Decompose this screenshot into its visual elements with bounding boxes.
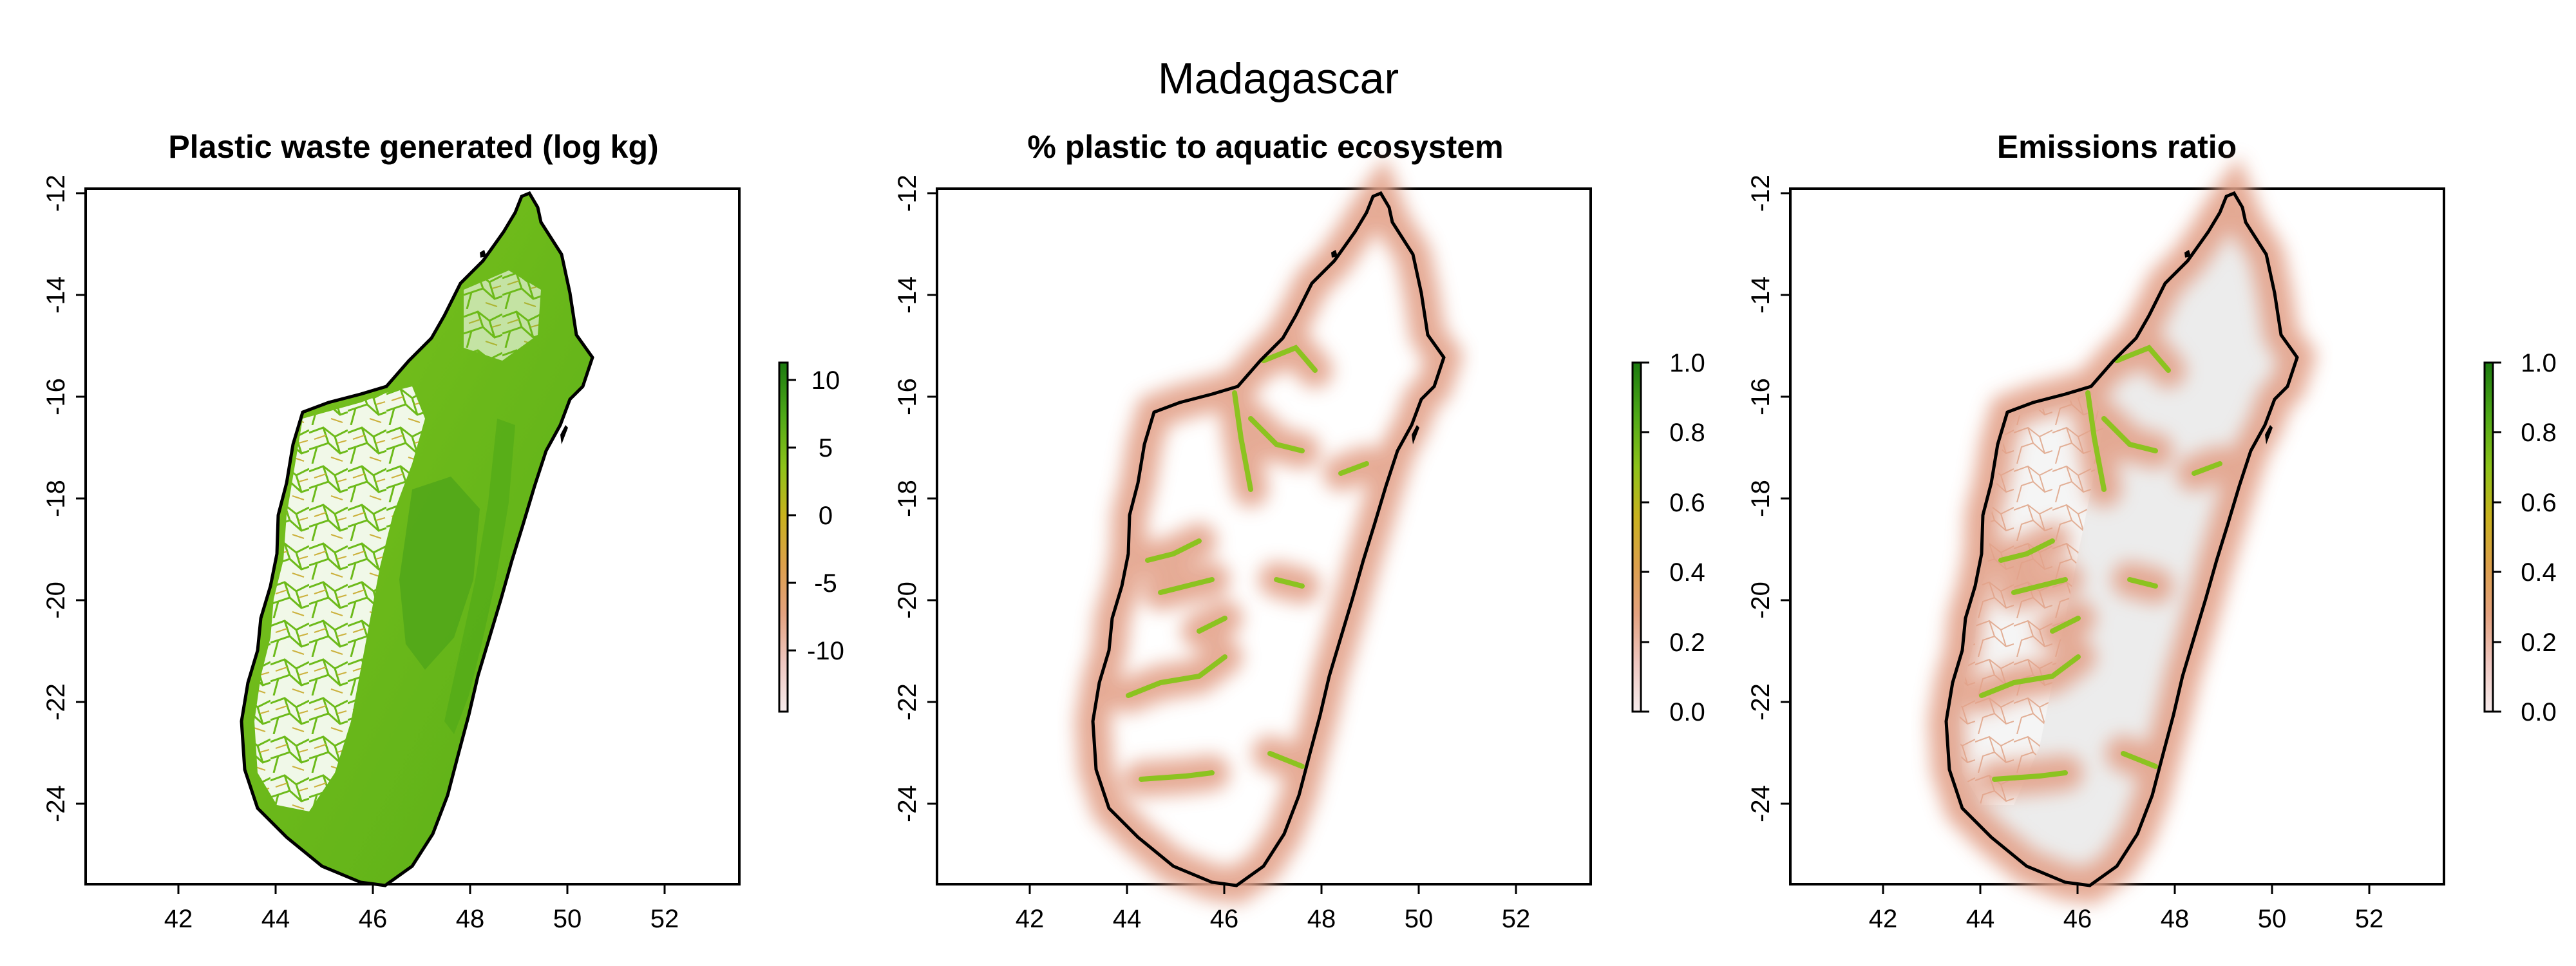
panel-2-y-tick: -24 [893, 785, 922, 822]
waste-east-band [444, 419, 515, 734]
panel-2-colorbar-tick: 1.0 [1669, 349, 1705, 377]
panel-3-y-axis: -12 -14 -16 -18 -20 -22 -24 [1747, 175, 1790, 822]
rivers [1979, 345, 2222, 782]
panel-2-colorbar-tick: 0.6 [1669, 489, 1705, 517]
panel-2-title: % plastic to aquatic ecosystem [1027, 129, 1503, 165]
panel-2-colorbar-ramp [1631, 361, 1642, 713]
panel-3-x-tick: 50 [2258, 905, 2287, 933]
waste-network-west [254, 386, 425, 811]
panel-2-x-tick: 44 [1113, 905, 1142, 933]
panel-1-y-tick: -12 [42, 175, 70, 212]
panel-1-x-tick: 44 [261, 905, 290, 933]
madagascar-landmass [1093, 193, 1444, 886]
panel-2-colorbar-tick: 0.0 [1669, 698, 1705, 726]
panel-1-colorbar: 10 5 0 -5 -10 [778, 361, 844, 713]
panel-1-colorbar-tick: -10 [807, 637, 844, 665]
panel-1-y-axis: -12 -14 -16 -18 -20 -22 -24 [42, 175, 86, 822]
panel-1-y-tick: -14 [42, 276, 70, 314]
panel-3-y-tick: -16 [1747, 378, 1775, 415]
panel-1-map [240, 191, 594, 887]
nosy-be-island [1331, 250, 1338, 258]
panel-1-x-tick: 52 [650, 905, 679, 933]
panel-3-title: Emissions ratio [1997, 129, 2237, 165]
sainte-marie-island [2265, 425, 2273, 444]
panel-1-colorbar-tick: 5 [819, 434, 833, 462]
panel-3-y-tick: -20 [1747, 582, 1775, 619]
panel-3-x-tick: 46 [2063, 905, 2092, 933]
rivers [1126, 345, 1369, 782]
panel-2-colorbar-tick: 0.2 [1669, 629, 1705, 657]
panel-2-x-tick: 52 [1502, 905, 1531, 933]
panel-2-y-tick: -12 [893, 175, 922, 212]
waste-north-network [464, 270, 541, 361]
panel-3-colorbar-tick: 0.6 [2521, 489, 2557, 517]
panel-2-map [1075, 156, 1464, 904]
panel-3-colorbar-tick: 1.0 [2521, 349, 2557, 377]
panel-1-x-tick: 42 [164, 905, 193, 933]
panel-3-x-axis: 42 44 46 48 50 52 [1869, 884, 2384, 933]
panel-3-x-tick: 42 [1869, 905, 1898, 933]
waste-dense-center [399, 477, 480, 670]
panel-1-x-tick: 48 [456, 905, 485, 933]
panel-plastic-waste: Plastic waste generated (log kg) -12 -14… [42, 129, 844, 933]
panel-aquatic: % plastic to aquatic ecosystem [893, 129, 1705, 933]
panel-2-x-axis: 42 44 46 48 50 52 [1016, 884, 1531, 933]
panel-3-y-tick: -22 [1747, 683, 1775, 721]
panel-1-y-tick: -24 [42, 785, 70, 822]
panel-3-y-tick: -14 [1747, 276, 1775, 314]
panel-2-y-tick: -20 [893, 582, 922, 619]
panel-3-x-tick: 48 [2161, 905, 2190, 933]
panel-3-map [1928, 156, 2317, 904]
panel-1-colorbar-tick: -5 [814, 569, 837, 598]
panel-1-y-tick: -20 [42, 582, 70, 619]
panel-1-x-axis: 42 44 46 48 50 52 [164, 884, 679, 933]
panel-2-colorbar-tick: 0.4 [1669, 558, 1705, 587]
panel-2-x-tick: 42 [1016, 905, 1045, 933]
panel-1-y-tick: -16 [42, 378, 70, 415]
panel-3-y-tick: -12 [1747, 175, 1775, 212]
panel-1-colorbar-ramp [778, 361, 789, 713]
panel-1-y-tick: -18 [42, 480, 70, 517]
panel-2-y-tick: -14 [893, 276, 922, 314]
panel-1-colorbar-tick: 10 [811, 366, 840, 395]
sainte-marie-island [1412, 425, 1419, 444]
panel-3-colorbar-tick: 0.0 [2521, 698, 2557, 726]
panel-3-x-tick: 44 [1966, 905, 1995, 933]
panel-2-y-tick: -18 [893, 480, 922, 517]
coastline [1944, 191, 2299, 887]
sainte-marie-island [560, 425, 568, 444]
panel-2-x-tick: 46 [1210, 905, 1239, 933]
panel-2-colorbar-tick: 0.8 [1669, 419, 1705, 447]
panel-3-colorbar-ramp [2483, 361, 2494, 713]
panel-1-x-tick: 46 [359, 905, 388, 933]
panel-3-colorbar-tick: 0.8 [2521, 419, 2557, 447]
panel-2-y-tick: -22 [893, 683, 922, 721]
panel-2-y-tick: -16 [893, 378, 922, 415]
panel-3-colorbar: 1.0 0.8 0.6 0.4 0.2 0.0 [2483, 349, 2557, 726]
panel-emissions: Emissions ratio [1747, 129, 2557, 933]
nosy-be-island [2184, 250, 2191, 258]
nosy-be-island [480, 250, 486, 258]
panel-3-y-tick: -18 [1747, 480, 1775, 517]
panel-2-colorbar: 1.0 0.8 0.6 0.4 0.2 0.0 [1631, 349, 1705, 726]
panel-3-x-tick: 52 [2355, 905, 2384, 933]
panel-1-y-tick: -22 [42, 683, 70, 721]
panel-3-colorbar-tick: 0.2 [2521, 629, 2557, 657]
panel-2-x-tick: 50 [1405, 905, 1434, 933]
panel-1-title: Plastic waste generated (log kg) [168, 129, 658, 165]
panel-2-x-tick: 48 [1307, 905, 1336, 933]
panel-1-x-tick: 50 [553, 905, 582, 933]
panel-3-y-tick: -24 [1747, 785, 1775, 822]
coastline [1091, 191, 1446, 887]
panel-2-y-axis: -12 -14 -16 -18 -20 -22 -24 [893, 175, 937, 822]
panel-3-colorbar-tick: 0.4 [2521, 558, 2557, 587]
figure-title: Madagascar [1158, 54, 1399, 103]
panel-1-colorbar-tick: 0 [819, 502, 833, 530]
